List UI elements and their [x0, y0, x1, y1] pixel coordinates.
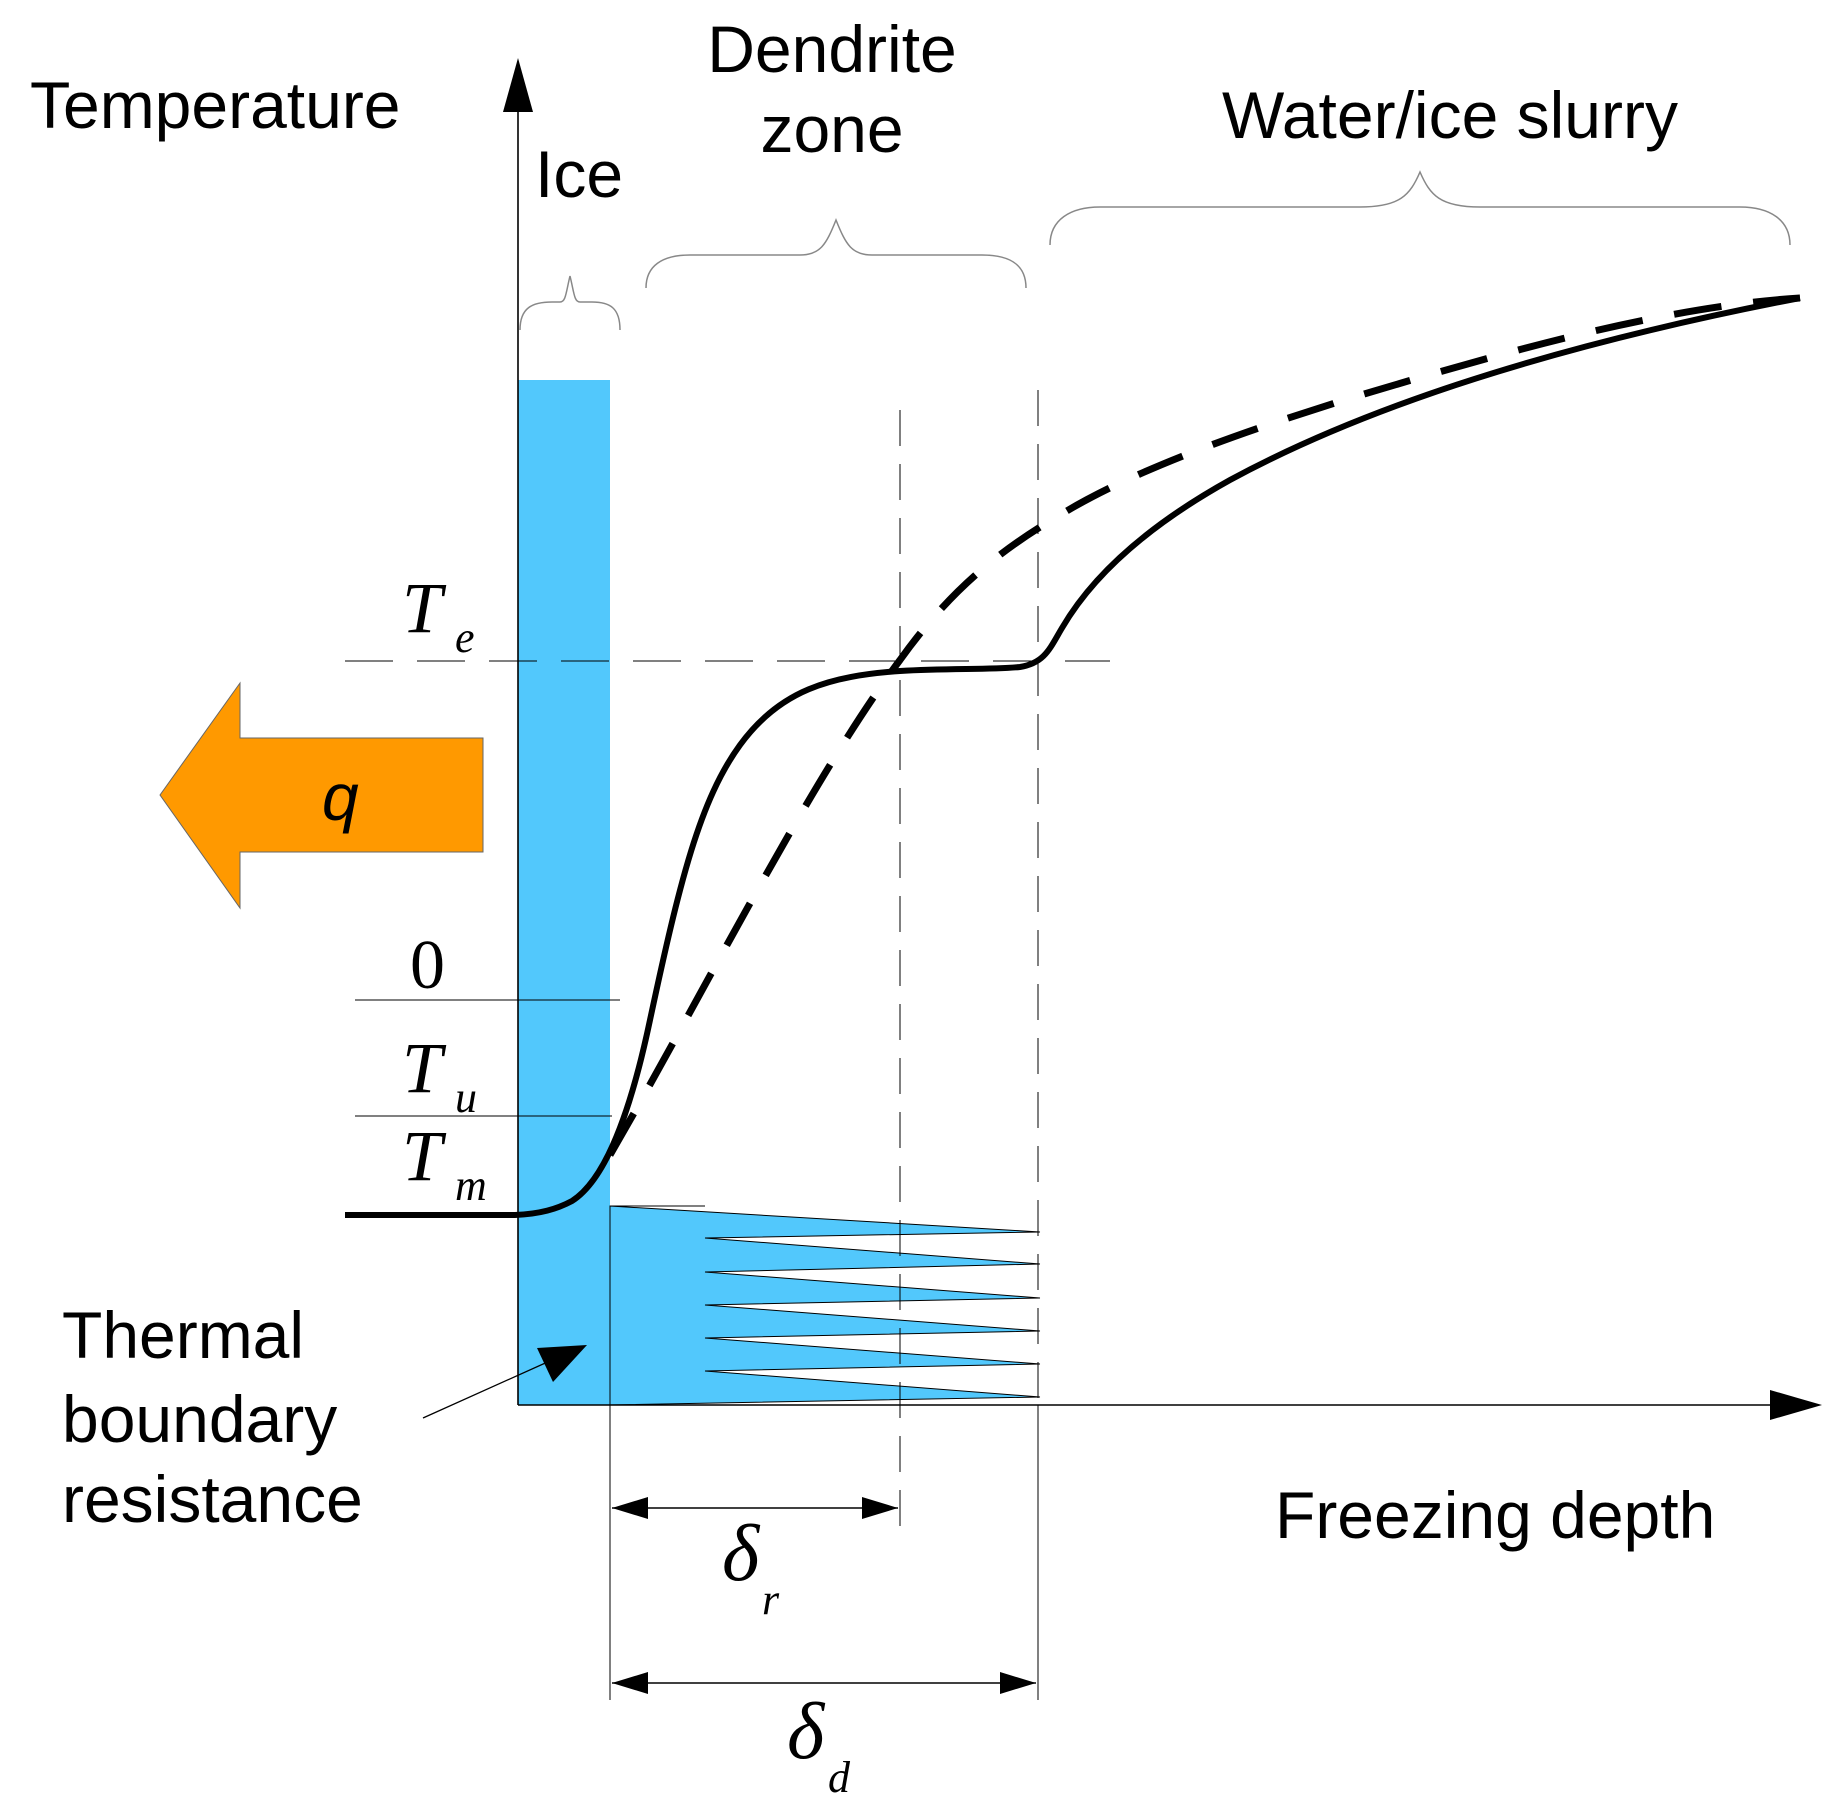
dashed-temperature-profile	[606, 294, 1801, 1157]
delta-r-label: δ	[722, 1510, 761, 1598]
heat-flux-arrow	[159, 681, 484, 910]
slurry-region-label: Water/ice slurry	[1222, 78, 1678, 152]
tm-label: T	[402, 1116, 447, 1196]
heat-flux-label: q	[322, 760, 359, 834]
thermal-resistance-label-line1: Thermal	[62, 1298, 304, 1372]
thermal-resistance-label-line3: resistance	[62, 1462, 363, 1536]
dendrite-brace	[645, 217, 1027, 289]
ice-region-label: Ice	[535, 137, 623, 211]
freezing-depth-axis-label: Freezing depth	[1275, 1478, 1715, 1552]
dendrite-zone-label-line2: zone	[760, 92, 903, 166]
zero-label: 0	[410, 927, 445, 1004]
x-axis-arrowhead	[1770, 1390, 1822, 1420]
ice-layer	[518, 380, 610, 1405]
thermal-resistance-arrowhead	[537, 1345, 587, 1382]
te-subscript: e	[455, 613, 475, 662]
delta-d-dimension	[612, 1672, 1036, 1694]
thermal-resistance-label-line2: boundary	[62, 1382, 337, 1456]
dendrite-zone-label-line1: Dendrite	[707, 12, 956, 86]
tm-subscript: m	[455, 1161, 487, 1210]
slurry-brace	[1049, 170, 1791, 246]
temperature-axis-label: Temperature	[30, 68, 401, 142]
delta-r-subscript: r	[762, 1575, 780, 1624]
ice-brace	[519, 275, 621, 331]
delta-r-dimension	[612, 1497, 898, 1519]
tu-subscript: u	[455, 1073, 477, 1122]
dendrite-spikes	[609, 1205, 1041, 1406]
thermal-resistance-pointer	[422, 1359, 553, 1419]
y-axis-arrowhead	[503, 58, 533, 112]
delta-d-label: δ	[787, 1688, 826, 1776]
solid-temperature-profile	[345, 295, 1801, 1218]
delta-d-subscript: d	[828, 1753, 851, 1802]
te-label: T	[402, 568, 447, 648]
tu-label: T	[402, 1028, 447, 1108]
